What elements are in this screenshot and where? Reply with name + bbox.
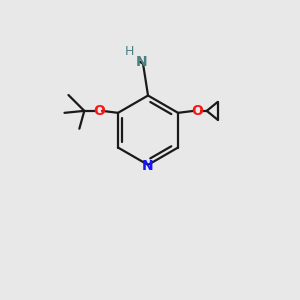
Text: N: N [142,159,154,173]
Text: N: N [135,55,147,69]
Text: O: O [191,104,203,118]
Text: O: O [93,104,105,118]
Text: H: H [124,45,134,58]
